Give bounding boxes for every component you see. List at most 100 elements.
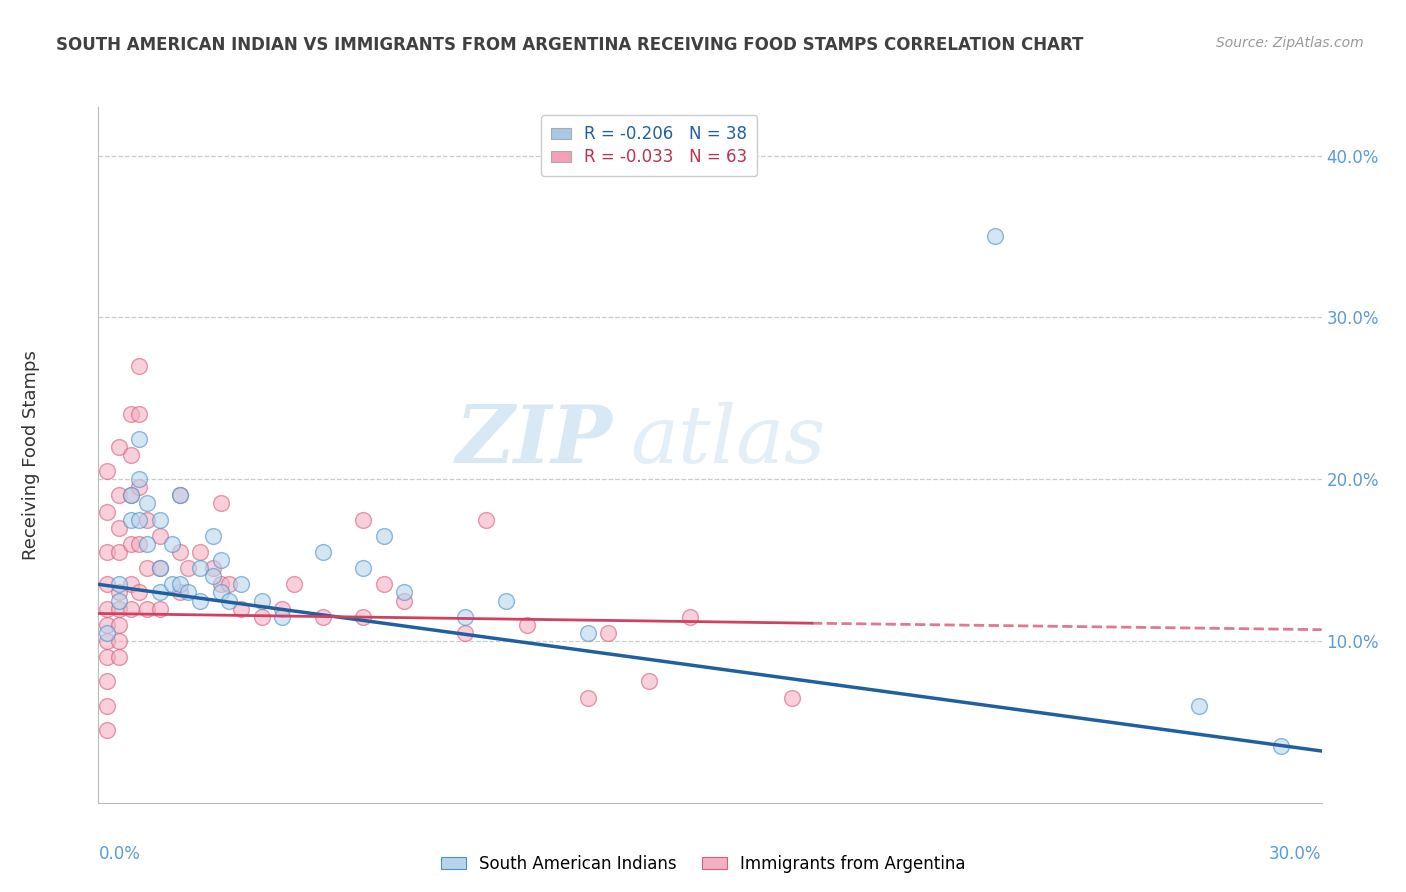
Point [108,545,131,559]
Point [283,577,305,591]
Point [108,617,131,632]
Point [373,529,395,543]
Legend: South American Indians, Immigrants from Argentina: South American Indians, Immigrants from … [434,848,972,880]
Point [576,626,599,640]
Point [474,513,498,527]
Point [576,690,599,705]
Point [128,432,150,446]
Point [120,448,142,462]
Point [96,626,118,640]
Point [149,561,172,575]
Point [188,561,212,575]
Point [209,496,232,510]
Point [984,229,1007,244]
Point [231,601,253,615]
Point [218,593,240,607]
Point [250,609,273,624]
Point [136,601,159,615]
Point [120,601,142,615]
Point [149,601,172,615]
Point [108,593,131,607]
Point [373,577,395,591]
Point [96,698,118,713]
Point [231,577,253,591]
Point [120,577,142,591]
Point [149,529,172,543]
Point [108,440,131,454]
Point [96,577,118,591]
Point [169,488,191,502]
Point [128,472,150,486]
Point [96,723,118,737]
Point [136,496,159,510]
Point [120,488,142,502]
Point [1270,739,1292,754]
Point [177,561,200,575]
Point [454,609,477,624]
Point [128,480,150,494]
Point [201,569,224,583]
Point [96,545,118,559]
Point [201,529,224,543]
Point [169,488,191,502]
Point [1188,698,1211,713]
Point [128,513,150,527]
Point [516,617,538,632]
Point [201,561,224,575]
Point [392,593,416,607]
Text: ZIP: ZIP [456,402,612,480]
Point [209,553,232,567]
Point [96,617,118,632]
Point [218,577,240,591]
Point [352,513,374,527]
Text: SOUTH AMERICAN INDIAN VS IMMIGRANTS FROM ARGENTINA RECEIVING FOOD STAMPS CORRELA: SOUTH AMERICAN INDIAN VS IMMIGRANTS FROM… [56,36,1084,54]
Point [312,545,335,559]
Point [250,593,273,607]
Text: Source: ZipAtlas.com: Source: ZipAtlas.com [1216,36,1364,50]
Point [392,585,416,599]
Legend: R = -0.206   N = 38, R = -0.033   N = 63: R = -0.206 N = 38, R = -0.033 N = 63 [541,115,756,177]
Point [209,577,232,591]
Point [120,537,142,551]
Point [96,674,118,689]
Point [108,650,131,665]
Point [598,626,620,640]
Point [120,488,142,502]
Point [136,561,159,575]
Point [209,585,232,599]
Point [108,601,131,615]
Point [160,537,183,551]
Point [352,609,374,624]
Text: 0.0%: 0.0% [98,845,141,863]
Point [188,545,212,559]
Point [108,488,131,502]
Point [96,634,118,648]
Point [679,609,702,624]
Point [149,585,172,599]
Point [108,634,131,648]
Point [270,609,294,624]
Point [120,408,142,422]
Point [169,577,191,591]
Point [352,561,374,575]
Point [270,601,294,615]
Point [96,504,118,518]
Point [160,577,183,591]
Point [454,626,477,640]
Text: Receiving Food Stamps: Receiving Food Stamps [22,350,41,560]
Point [149,513,172,527]
Point [96,650,118,665]
Text: atlas: atlas [630,402,825,480]
Point [108,577,131,591]
Point [128,408,150,422]
Point [495,593,517,607]
Point [136,513,159,527]
Point [169,545,191,559]
Point [780,690,803,705]
Point [96,464,118,478]
Point [169,585,191,599]
Point [108,521,131,535]
Point [188,593,212,607]
Point [177,585,200,599]
Point [312,609,335,624]
